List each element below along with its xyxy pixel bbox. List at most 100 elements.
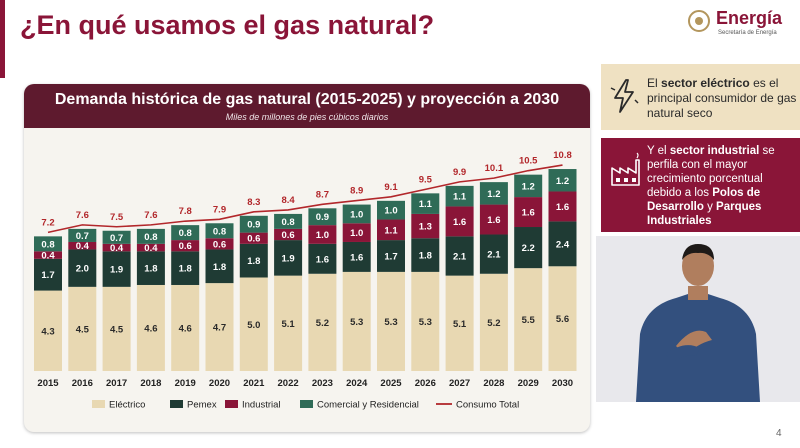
- bar-segment: [411, 193, 440, 214]
- data-label: 4.5: [110, 324, 124, 335]
- data-label: 0.4: [41, 251, 55, 262]
- x-tick-label: 2016: [72, 378, 93, 389]
- data-label: 0.4: [76, 241, 90, 252]
- total-label: 9.1: [384, 182, 398, 193]
- bar-segment: [34, 258, 62, 291]
- total-label: 10.1: [485, 163, 504, 174]
- data-label: 5.0: [247, 320, 260, 331]
- data-label: 5.3: [350, 317, 363, 328]
- data-label: 0.7: [76, 231, 89, 242]
- total-label: 10.5: [519, 156, 538, 167]
- x-tick-label: 2030: [552, 378, 573, 389]
- x-tick-label: 2025: [380, 378, 402, 389]
- data-label: 1.2: [487, 189, 500, 200]
- data-label: 5.2: [487, 318, 500, 329]
- data-label: 4.6: [144, 323, 157, 334]
- bar-segment: [102, 286, 131, 371]
- sign-language-interpreter-video: [596, 236, 800, 402]
- total-label: 7.8: [179, 206, 192, 217]
- data-label: 0.8: [281, 217, 294, 228]
- data-label: 5.3: [384, 317, 397, 328]
- data-label: 1.1: [419, 199, 433, 210]
- data-label: 1.6: [487, 215, 500, 226]
- data-label: 5.3: [419, 317, 432, 328]
- data-label: 1.8: [179, 264, 192, 275]
- bar-segment: [377, 240, 405, 272]
- data-label: 1.7: [41, 270, 54, 281]
- data-label: 1.8: [419, 251, 432, 262]
- data-label: 1.6: [316, 254, 329, 265]
- legend-swatch: [170, 400, 183, 408]
- data-label: 0.6: [213, 239, 226, 250]
- total-label: 7.6: [76, 210, 89, 221]
- bar-segment: [136, 243, 165, 252]
- bar-segment: [205, 249, 234, 284]
- bar-segment: [239, 232, 268, 244]
- bar-segment: [377, 219, 405, 241]
- x-tick-label: 2019: [175, 378, 196, 389]
- bar-segment: [479, 182, 508, 205]
- data-label: 2.1: [453, 251, 467, 262]
- data-label: 1.6: [556, 202, 569, 213]
- bar-segment: [239, 243, 268, 278]
- chart-title: Demanda histórica de gas natural (2015-2…: [54, 91, 560, 108]
- bar-segment: [171, 225, 200, 241]
- factory-icon: [611, 152, 640, 186]
- data-label: 5.1: [453, 319, 467, 330]
- data-label: 0.4: [144, 243, 158, 254]
- x-tick-label: 2022: [278, 378, 299, 389]
- energia-logo: Energía Secretaría de Energía: [688, 8, 796, 38]
- bar-segment: [68, 241, 97, 250]
- bar-segment: [514, 227, 543, 269]
- bar-segment: [514, 268, 543, 371]
- bar-segment: [308, 225, 337, 244]
- bar-segment: [342, 204, 371, 224]
- total-label: 7.9: [213, 204, 226, 215]
- bar-segment: [136, 228, 165, 244]
- bar-segment: [274, 228, 303, 241]
- x-tick-label: 2026: [415, 378, 436, 389]
- data-label: 1.6: [350, 252, 363, 263]
- data-label: 0.9: [316, 212, 329, 223]
- data-label: 0.6: [247, 234, 260, 245]
- page-title: ¿En qué usamos el gas natural?: [20, 10, 435, 40]
- bar-segment: [68, 249, 97, 287]
- data-label: 4.6: [179, 323, 192, 334]
- bar-segment: [514, 197, 543, 228]
- data-label: 1.2: [522, 181, 535, 192]
- electric-sector-text: El sector eléctrico es el principal cons…: [647, 76, 797, 120]
- x-tick-label: 2024: [346, 378, 368, 389]
- data-label: 2.1: [487, 250, 501, 261]
- total-label: 8.7: [316, 189, 329, 200]
- bar-segment: [239, 277, 268, 371]
- data-label: 0.8: [144, 232, 157, 243]
- data-label: 1.1: [384, 225, 398, 236]
- data-label: 1.3: [419, 222, 432, 233]
- legend-label: Consumo Total: [456, 400, 519, 411]
- page-number: 4: [776, 428, 782, 439]
- data-label: 0.6: [179, 241, 192, 252]
- x-tick-label: 2027: [449, 378, 470, 389]
- industrial-sector-text: Y el sector industrial se perfila con el…: [647, 145, 775, 227]
- total-label: 8.4: [281, 195, 295, 206]
- bar-segment: [239, 215, 268, 233]
- data-label: 0.4: [110, 243, 124, 254]
- bar-segment: [171, 284, 200, 371]
- data-label: 1.2: [556, 176, 569, 187]
- chart-card: Demanda histórica de gas natural (2015-2…: [24, 84, 590, 432]
- data-label: 4.3: [41, 326, 54, 337]
- bar-segment: [411, 271, 440, 371]
- data-label: 2.4: [556, 239, 570, 250]
- bar-segment: [274, 275, 303, 371]
- interpreter-image: [596, 236, 800, 402]
- chart-header: Demanda histórica de gas natural (2015-2…: [24, 84, 590, 128]
- legend-swatch: [300, 400, 313, 408]
- x-tick-label: 2029: [518, 378, 539, 389]
- bar-segment: [377, 200, 405, 220]
- bar-segment: [445, 206, 474, 237]
- bar-segment: [479, 204, 508, 235]
- bar-segment: [342, 223, 371, 242]
- logo-brand: Energía: [716, 8, 783, 28]
- bar-segment: [445, 185, 474, 207]
- lightning-bolt-icon: [610, 79, 639, 113]
